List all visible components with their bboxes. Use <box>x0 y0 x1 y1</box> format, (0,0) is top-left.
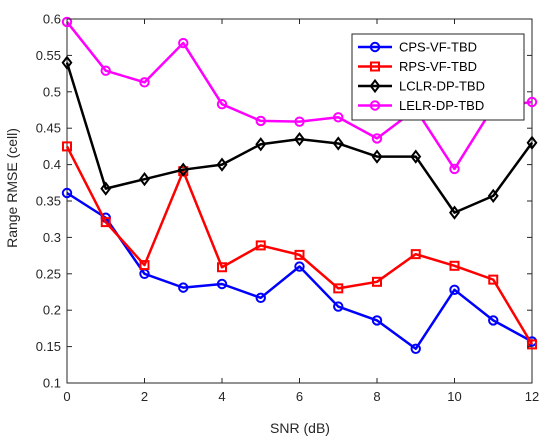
legend-label: LCLR-DP-TBD <box>399 79 485 94</box>
y-tick-label: 0.45 <box>36 121 61 136</box>
y-tick-label: 0.1 <box>43 376 61 391</box>
data-point <box>487 188 499 204</box>
x-tick-label: 0 <box>63 389 70 404</box>
data-point <box>372 276 382 287</box>
y-tick-label: 0.6 <box>43 12 61 27</box>
data-point <box>100 65 111 76</box>
data-point <box>61 187 73 199</box>
data-point <box>449 163 460 175</box>
legend: CPS-VF-TBD RPS-VF-TBD LCLR-DP-TBD LELR-DP-T… <box>351 33 525 121</box>
data-point <box>410 343 421 354</box>
y-tick-label: 0.35 <box>36 194 61 209</box>
data-point <box>333 283 344 294</box>
data-point <box>216 278 228 290</box>
data-point <box>178 37 189 49</box>
data-point <box>333 301 344 312</box>
data-point <box>255 137 267 152</box>
data-point <box>139 260 150 271</box>
data-point <box>527 339 537 350</box>
data-point <box>61 16 73 28</box>
data-point <box>526 135 538 150</box>
data-point <box>371 133 383 144</box>
data-point <box>62 141 72 152</box>
legend-label: LELR-DP-TBD <box>399 98 484 113</box>
data-point <box>371 315 383 326</box>
series-rps-vf-tbd <box>62 141 537 350</box>
y-tick-label: 0.2 <box>43 303 61 318</box>
x-tick-label: 10 <box>447 389 461 404</box>
data-point <box>139 172 150 187</box>
y-tick-label: 0.4 <box>43 157 61 172</box>
data-point <box>294 131 305 147</box>
data-point <box>178 282 189 293</box>
data-point <box>255 292 266 304</box>
series-lclr-dp-tbd <box>61 55 538 220</box>
data-point <box>255 240 266 251</box>
x-tick-label: 4 <box>218 389 225 404</box>
y-tick-label: 0.55 <box>36 48 61 63</box>
data-point <box>294 261 305 272</box>
y-tick-label: 0.3 <box>43 230 61 245</box>
data-point <box>139 77 150 88</box>
data-point <box>449 260 460 271</box>
data-point <box>216 98 228 110</box>
data-point <box>449 205 460 220</box>
data-point <box>449 284 460 296</box>
legend-item: RPS-VF-TBD <box>358 59 477 74</box>
data-point <box>216 157 228 172</box>
legend-label: RPS-VF-TBD <box>399 59 477 74</box>
x-tick-label: 6 <box>296 389 303 404</box>
data-point <box>255 115 266 127</box>
data-point <box>100 217 111 228</box>
data-point <box>294 249 305 260</box>
data-point <box>294 116 305 127</box>
data-point <box>410 149 422 164</box>
legend-item: CPS-VF-TBD <box>358 40 477 55</box>
y-axis-label: Range RMSE (cell) <box>4 128 20 248</box>
data-point <box>369 78 381 94</box>
data-point <box>332 136 344 151</box>
data-point <box>333 112 344 123</box>
legend-item: LCLR-DP-TBD <box>358 79 485 94</box>
data-point <box>371 149 383 164</box>
y-tick-label: 0.15 <box>36 339 61 354</box>
y-tick-label: 0.25 <box>36 266 61 281</box>
y-tick-label: 0.5 <box>43 84 61 99</box>
data-point <box>369 41 381 53</box>
x-axis-ticks: 0 2 4 6 8 10 12 <box>63 19 539 404</box>
x-tick-label: 12 <box>525 389 539 404</box>
x-tick-label: 8 <box>373 389 380 404</box>
series-line <box>65 62 534 214</box>
data-point <box>410 249 421 260</box>
data-point <box>370 61 380 72</box>
data-point <box>217 262 227 273</box>
data-point <box>488 274 499 285</box>
data-point <box>488 315 499 326</box>
data-point <box>100 181 112 196</box>
x-tick-label: 2 <box>141 389 148 404</box>
y-axis-ticks: 0.1 0.15 0.2 0.25 0.3 0.35 0.4 0.45 0.5 0.55 0.6 <box>36 12 532 391</box>
data-point <box>369 100 381 111</box>
data-point <box>526 96 538 108</box>
legend-item: LELR-DP-TBD <box>358 98 484 113</box>
data-point <box>61 55 73 70</box>
series-line <box>66 191 533 351</box>
data-point <box>177 162 189 177</box>
legend-label: CPS-VF-TBD <box>399 40 477 55</box>
series-line <box>66 21 533 171</box>
series-line <box>65 145 534 346</box>
x-axis-label: SNR (dB) <box>270 420 330 436</box>
